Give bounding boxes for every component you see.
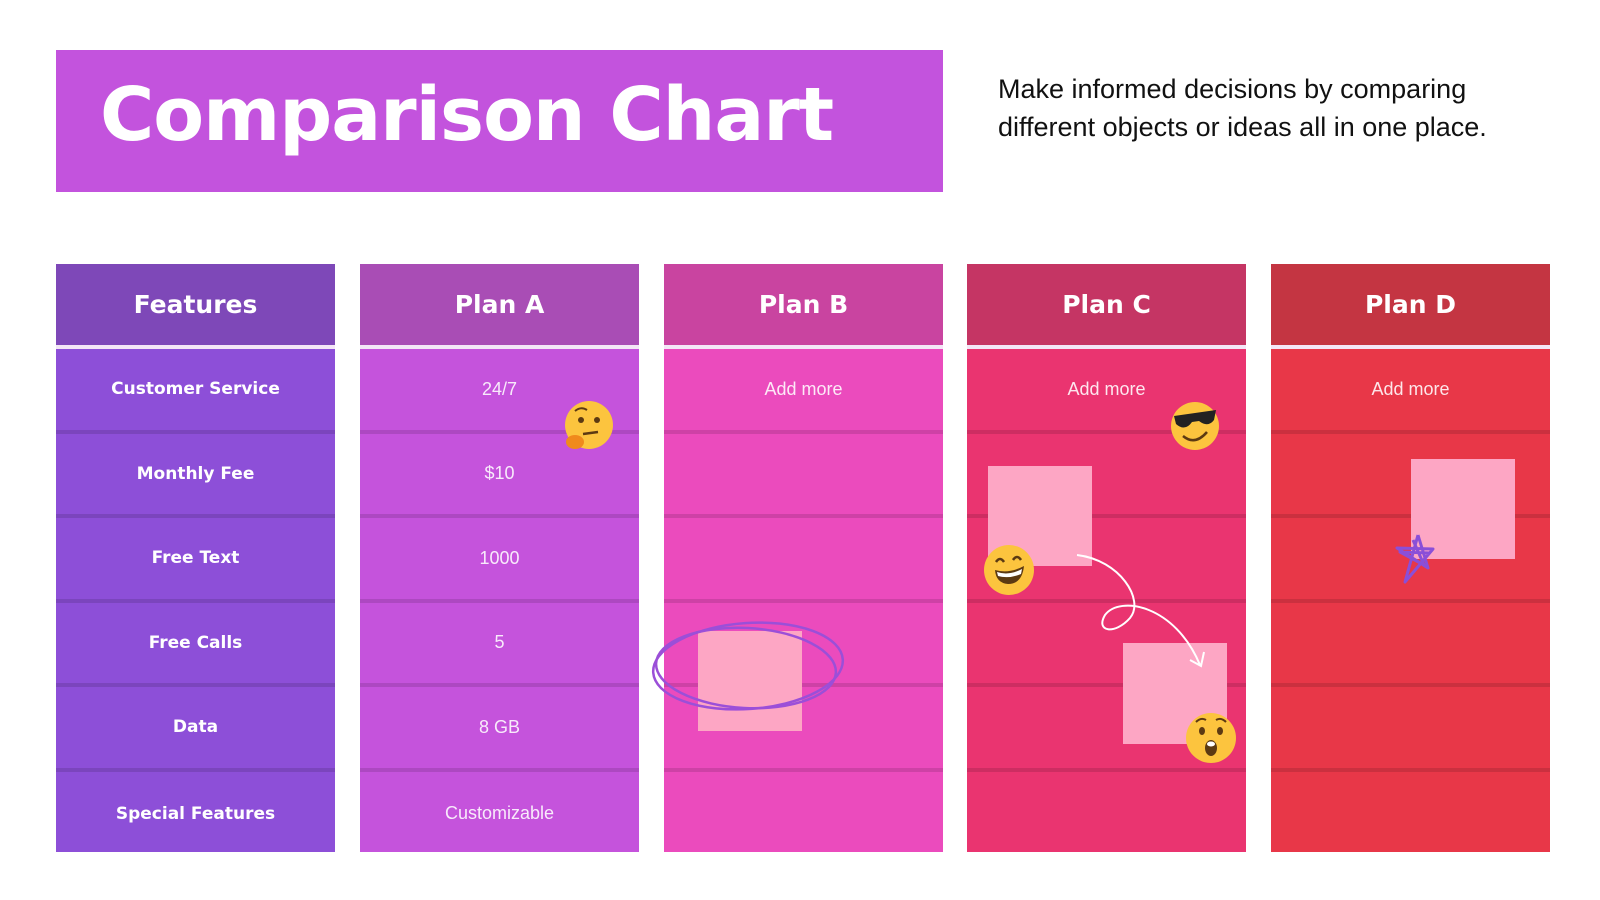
column-header: Plan D — [1271, 264, 1550, 349]
sticky-note[interactable] — [698, 631, 802, 731]
feature-cell: Free Text — [56, 518, 335, 603]
table-cell[interactable]: Customizable — [444, 803, 555, 824]
plan-column: Plan D Add more — [1271, 264, 1550, 852]
table-cell[interactable]: Add more — [967, 349, 1246, 434]
feature-cell: Monthly Fee — [56, 434, 335, 518]
table-cell[interactable]: 1000 — [360, 518, 639, 603]
plan-column: Plan A 24/7 $10 1000 5 8 GB Customizable — [360, 264, 639, 852]
table-cell[interactable]: Add more — [664, 349, 943, 434]
feature-cell: Special Features — [115, 803, 276, 824]
column-header: Plan B — [664, 264, 943, 349]
features-column: Features Customer Service Monthly Fee Free … — [56, 264, 335, 852]
table-cell[interactable] — [967, 772, 1246, 857]
table-cell[interactable] — [1271, 518, 1550, 603]
plan-column: Plan B Add more — [664, 264, 943, 852]
table-cell[interactable] — [664, 772, 943, 857]
sticky-note[interactable] — [1123, 643, 1227, 744]
table-cell[interactable] — [967, 687, 1246, 772]
table-cell[interactable] — [1271, 434, 1550, 518]
table-cell[interactable]: 24/7 — [360, 349, 639, 434]
column-body: Customer Service Monthly Fee Free Text Free… — [56, 349, 335, 852]
feature-cell: Customer Service — [56, 349, 335, 434]
table-cell[interactable] — [664, 518, 943, 603]
table-cell[interactable]: 5 — [360, 603, 639, 687]
table-cell[interactable] — [664, 434, 943, 518]
sticky-note[interactable] — [988, 466, 1092, 566]
column-header: Plan C — [967, 264, 1246, 349]
column-body: Add more — [1271, 349, 1550, 852]
table-cell[interactable]: Add more — [1271, 349, 1550, 434]
page-subtitle: Make informed decisions by comparing dif… — [998, 74, 1487, 142]
table-cell[interactable] — [664, 687, 943, 772]
table-cell[interactable] — [967, 434, 1246, 518]
column-body: Add more — [967, 349, 1246, 852]
column-body: Add more — [664, 349, 943, 852]
page-title: Comparison Chart — [100, 72, 834, 158]
column-body: 24/7 $10 1000 5 8 GB Customizable — [360, 349, 639, 852]
table-cell[interactable]: 8 GB — [360, 687, 639, 772]
feature-cell: Free Calls — [56, 603, 335, 687]
table-cell[interactable] — [1271, 772, 1550, 857]
table-cell[interactable] — [1271, 687, 1550, 772]
column-header: Plan A — [360, 264, 639, 349]
table-cell[interactable] — [1271, 603, 1550, 687]
column-header: Features — [56, 264, 335, 349]
sticky-note[interactable] — [1411, 459, 1515, 559]
feature-cell: Data — [56, 687, 335, 772]
title-banner: Comparison Chart — [56, 50, 943, 192]
table-cell[interactable]: $10 — [360, 434, 639, 518]
table-cell[interactable] — [967, 603, 1246, 687]
